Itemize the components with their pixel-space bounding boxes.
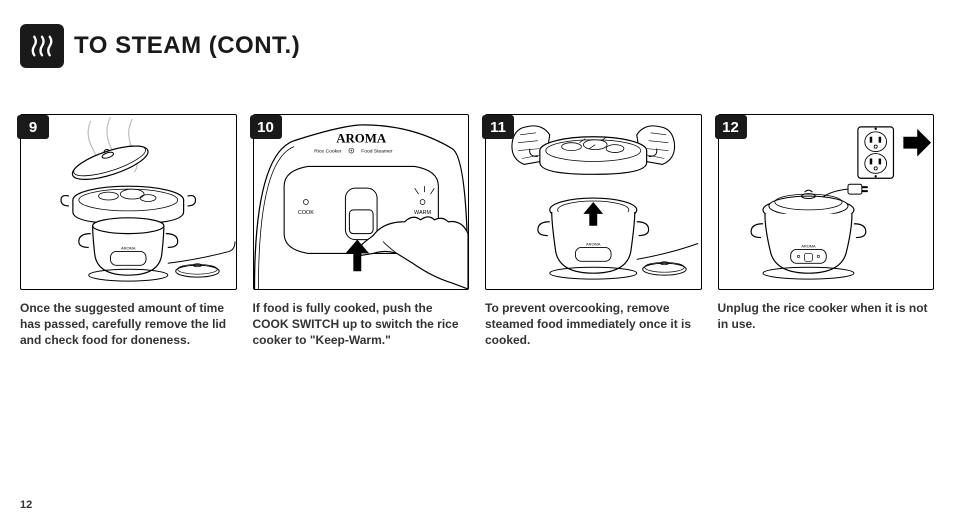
step-10-caption: If food is fully cooked, push the COOK S… [253,300,470,349]
step-10-illustration: 10 AROMA Rice Cooker Food Steamer COOK W… [253,114,470,290]
page-number: 12 [20,499,32,511]
page-header: TO STEAM (CONT.) [20,24,934,68]
svg-text:AROMA: AROMA [586,242,601,247]
brand-sub-left: Rice Cooker [314,149,342,155]
step-9-caption: Once the suggested amount of time has pa… [20,300,237,349]
step-12-illustration: 12 [718,114,935,290]
step-11-badge: 11 [482,115,514,139]
step-12-badge: 12 [715,115,747,139]
step-9-svg: AROMA [21,115,236,289]
step-9-illustration: 9 [20,114,237,290]
brand-sub-right: Food Steamer [361,149,393,155]
step-12-svg: AROMA [719,115,934,289]
step-11-caption: To prevent overcooking, remove steamed f… [485,300,702,349]
step-11-svg: AROMA [486,115,701,289]
step-11-illustration: 11 [485,114,702,290]
steps-row: 9 [20,114,934,349]
step-9-badge: 9 [17,115,49,139]
step-10-badge: 10 [250,115,282,139]
step-11: 11 [485,114,702,349]
svg-text:AROMA: AROMA [801,243,816,248]
right-arrow-icon [903,129,931,157]
brand-label: AROMA [121,245,136,250]
page-title: TO STEAM (CONT.) [74,32,300,60]
cook-label: COOK [297,210,313,216]
step-12: 12 [718,114,935,349]
brand-name: AROMA [336,132,387,146]
step-10: 10 AROMA Rice Cooker Food Steamer COOK W… [253,114,470,349]
steam-icon [20,24,64,68]
warm-label: WARM [414,210,431,216]
step-10-svg: AROMA Rice Cooker Food Steamer COOK WARM [254,115,469,289]
step-12-caption: Unplug the rice cooker when it is not in… [718,300,935,332]
step-9: 9 [20,114,237,349]
